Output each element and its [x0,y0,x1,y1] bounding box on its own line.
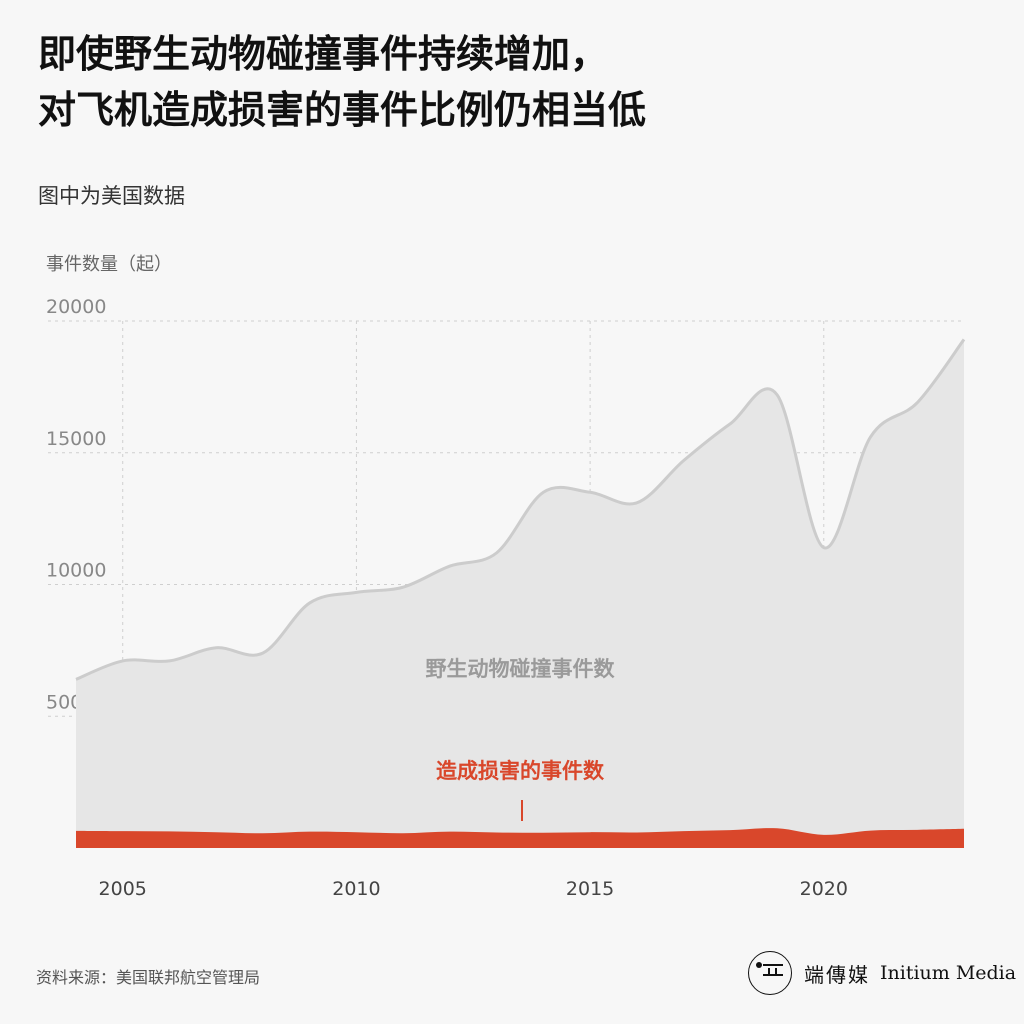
chart-title: 即使野生动物碰撞事件持续增加， 对飞机造成损害的事件比例仍相当低 [38,26,988,138]
source-note: 资料来源：美国联邦航空管理局 [36,968,261,987]
brand-block: 端傳媒 Initium Media [748,950,1016,996]
title-line-1: 即使野生动物碰撞事件持续增加， [38,32,609,76]
series-label-total: 野生动物碰撞事件数 [426,657,616,681]
y-tick-label: 10000 [46,560,106,582]
y-tick-label: 15000 [46,428,106,450]
x-tick-label: 2010 [332,878,380,900]
total-collisions-area [76,339,964,848]
title-line-2: 对飞机造成损害的事件比例仍相当低 [38,88,647,132]
chart-subtitle: 图中为美国数据 [38,184,185,208]
brand-name-cn: 端傳媒 [804,962,870,987]
y-axis-label: 事件数量（起） [46,254,172,275]
x-tick-label: 2005 [99,878,147,900]
x-tick-label: 2015 [566,878,614,900]
x-tick-label: 2020 [800,878,848,900]
series-label-damage: 造成损害的事件数 [436,759,605,783]
total-collisions-line [75,338,966,681]
initium-logo-icon [748,951,792,995]
y-tick-label: 20000 [46,296,106,318]
damage-events-area [76,828,964,848]
brand-name-en: Initium Media [880,962,1017,984]
